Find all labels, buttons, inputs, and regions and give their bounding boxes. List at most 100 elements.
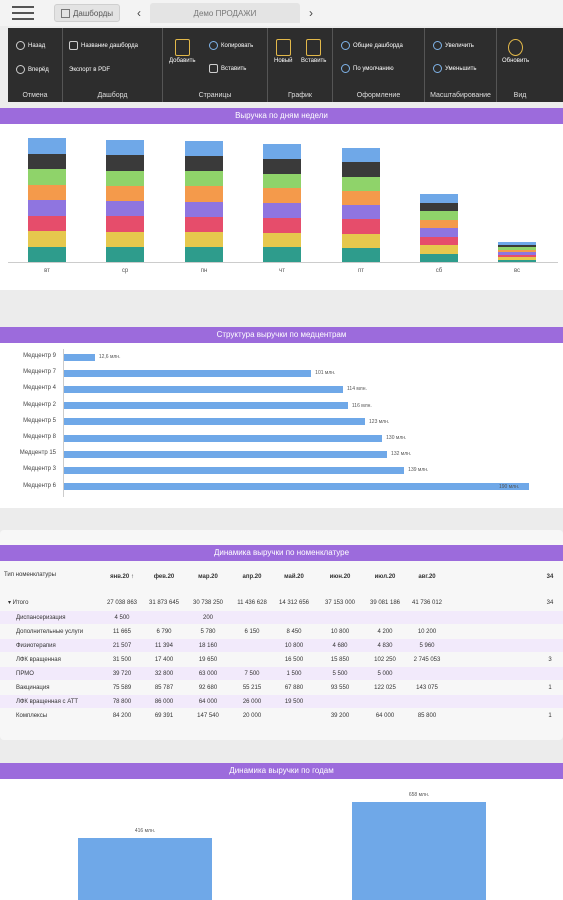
centers-revenue-chart: Медцентр 9 12,6 млн. Медцентр 7 101 млн. Мед…	[0, 343, 563, 508]
table-cell: 75 589	[112, 684, 132, 691]
table-row[interactable]: ЛФК вращенная 31 500 17 400 19 650 16 500 15 …	[0, 653, 563, 666]
export-pdf-button[interactable]: Экспорт в PDF	[69, 67, 111, 73]
column-header-month[interactable]: апр.20	[242, 574, 262, 580]
table-row[interactable]: Диспансеризация 4 500 200	[0, 611, 563, 624]
table-cell: 6 790	[156, 628, 172, 635]
table-header: Тип номенклатуры янв.20 ↑ фев.20 мар.20 апр.…	[0, 568, 563, 588]
weekday-bar-segment	[420, 245, 458, 254]
center-bar[interactable]	[64, 369, 312, 377]
center-label: Медцентр 8	[23, 434, 56, 440]
center-bar[interactable]	[64, 385, 343, 393]
zoom-in-icon	[433, 41, 442, 50]
table-cell: 4 830	[377, 642, 393, 649]
weekday-label: вт	[44, 268, 50, 274]
column-header-month[interactable]: мар.20	[198, 574, 218, 580]
ribbon-group-dashboard: Название дашборда Экспорт в PDF Дашборд	[63, 28, 163, 102]
undo-button[interactable]: Назад	[16, 41, 45, 50]
prev-page-icon[interactable]: ‹	[137, 6, 141, 20]
column-header-month[interactable]: май.20	[284, 574, 304, 580]
refresh-button[interactable]: Обновить	[502, 39, 529, 64]
copy-page-button[interactable]: Копировать	[209, 41, 253, 50]
ribbon-group-label: Дашборд	[97, 92, 128, 99]
column-header-month[interactable]: июл.20	[374, 574, 396, 580]
table-row[interactable]: Дополнительные услуги 11 665 6 790 5 780 6 1…	[0, 625, 563, 638]
table-cell: 5 780	[200, 628, 216, 635]
ribbon-group-undo: Назад Вперёд Отмена	[8, 28, 63, 102]
undo-icon	[16, 41, 25, 50]
weekday-bar-segment	[342, 148, 380, 163]
table-cell: 122 025	[374, 684, 396, 691]
default-icon	[341, 64, 350, 73]
table-row[interactable]: Комплексы 84 200 69 391 147 540 20 000 39 200…	[0, 709, 563, 722]
table-cell: 20 000	[242, 712, 262, 719]
zoom-in-button[interactable]: Увеличить	[433, 41, 474, 50]
table-cell: 32 800	[154, 670, 174, 677]
weekday-bar-segment	[263, 188, 301, 203]
column-header-month[interactable]: июн.20	[329, 574, 351, 580]
weekday-bar-segment	[342, 190, 380, 205]
table-row[interactable]: ЛФК вращенная с АТТ 78 800 86 000 64 000 26 …	[0, 695, 563, 708]
dashboard-style-button[interactable]: Общие дашборда	[341, 41, 403, 50]
weekday-label: чт	[279, 268, 285, 274]
center-bar[interactable]	[64, 402, 348, 410]
new-chart-button[interactable]: Новый	[274, 39, 293, 64]
table-cell: 21 507	[112, 642, 132, 649]
table-cell: 3	[548, 656, 552, 663]
year-bar[interactable]	[78, 838, 212, 900]
column-header-type[interactable]: Тип номенклатуры	[4, 572, 56, 578]
center-bar[interactable]	[64, 434, 383, 442]
center-label: Медцентр 6	[23, 482, 56, 489]
table-cell: 69 391	[154, 712, 174, 719]
column-header-month[interactable]: фев.20	[153, 574, 175, 580]
table-cell: 15 850	[330, 656, 350, 663]
weekday-bar-segment	[420, 253, 458, 262]
weekday-bar-segment	[106, 155, 144, 171]
zoom-out-button[interactable]: Уменьшить	[433, 64, 476, 73]
table-cell: 4 500	[114, 614, 130, 621]
weekday-bar-segment	[420, 211, 458, 220]
dashboards-button[interactable]: Дашборды	[54, 4, 120, 22]
center-bar[interactable]	[64, 483, 529, 491]
next-page-icon[interactable]: ›	[309, 6, 313, 20]
row-label: Вакцинация	[16, 684, 50, 691]
table-cell: 1	[548, 684, 552, 691]
table-cell: 37 153 000	[324, 599, 356, 606]
table-cell: 11 394	[155, 642, 173, 649]
page-title-tab[interactable]: Демо ПРОДАЖИ	[150, 3, 300, 23]
table-cell: 5 000	[377, 670, 393, 677]
ribbon-group-label: Вид	[513, 92, 527, 99]
paste-page-button[interactable]: Вставить	[209, 64, 246, 73]
center-bar[interactable]	[64, 353, 95, 361]
table-cell: 19 650	[198, 656, 218, 663]
center-bar[interactable]	[64, 418, 366, 426]
weekday-bar-segment	[263, 247, 301, 262]
y-axis-line	[63, 349, 64, 497]
table-row[interactable]: Физиотерапия 21 507 11 394 18 160 10 800 4 68…	[0, 639, 563, 652]
centers-revenue-header: Структура выручки по медцентрам	[0, 327, 563, 343]
weekday-bar-segment	[263, 232, 301, 248]
weekday-bar-segment	[263, 203, 301, 218]
table-row-total[interactable]: ▾ Итого 27 038 863 31 873 645 30 738 250 11 …	[0, 596, 563, 609]
ribbon-group-pages: Добавить Копировать Вставить Страницы	[163, 28, 268, 102]
dashboard-icon	[61, 8, 70, 18]
table-cell: 27 038 863	[106, 599, 138, 606]
default-style-button[interactable]: По умолчанию	[341, 64, 394, 73]
year-bar[interactable]	[352, 802, 486, 900]
menu-icon[interactable]	[12, 6, 34, 20]
redo-button[interactable]: Вперёд	[16, 65, 49, 74]
table-cell: 93 550	[330, 684, 350, 691]
weekday-bar-segment	[185, 141, 223, 157]
column-header-month[interactable]: 34	[546, 574, 554, 580]
weekday-bar-segment	[420, 194, 458, 203]
table-row[interactable]: ПРМО 39 720 32 800 63 000 7 500 1 500 5 500 5 0…	[0, 667, 563, 680]
weekday-bar-segment	[342, 247, 380, 262]
add-page-button[interactable]: Добавить	[169, 39, 196, 64]
column-header-month[interactable]: авг.20	[418, 574, 436, 580]
column-header-month[interactable]: янв.20 ↑	[110, 574, 134, 580]
center-label: Медцентр 9	[23, 353, 56, 359]
table-row[interactable]: Вакцинация 75 589 85 787 92 680 55 215 67 880…	[0, 681, 563, 694]
center-bar[interactable]	[64, 450, 388, 458]
dashboard-name-button[interactable]: Название дашборда	[69, 41, 138, 50]
paste-chart-button[interactable]: Вставить	[301, 39, 326, 64]
center-bar[interactable]	[64, 466, 405, 474]
